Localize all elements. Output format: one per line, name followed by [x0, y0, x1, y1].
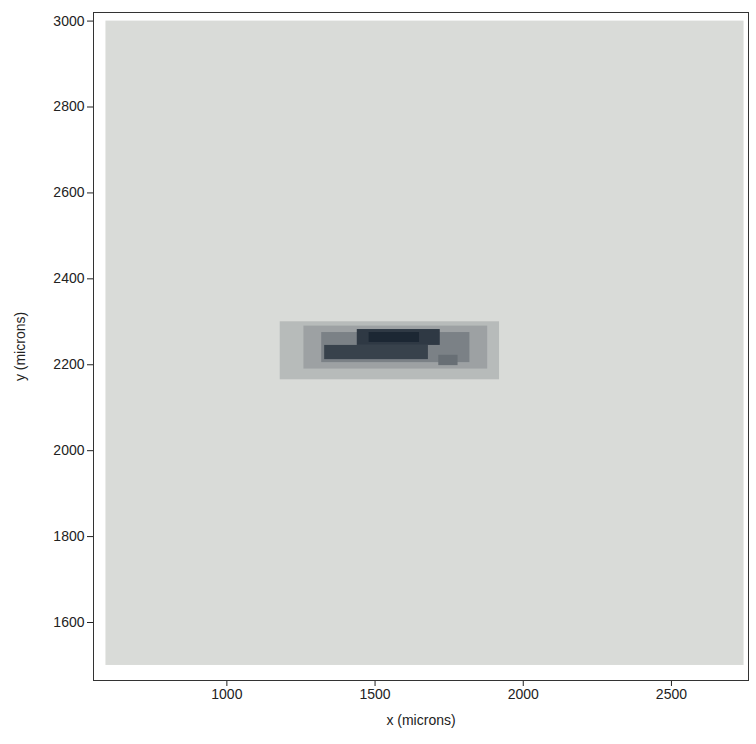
- svg-text:1800: 1800: [53, 528, 84, 544]
- svg-text:2800: 2800: [53, 98, 84, 114]
- svg-text:1600: 1600: [53, 614, 84, 630]
- svg-text:1500: 1500: [359, 686, 390, 702]
- svg-text:y (microns): y (microns): [12, 312, 28, 381]
- svg-text:2000: 2000: [53, 442, 84, 458]
- svg-text:2200: 2200: [53, 356, 84, 372]
- svg-text:x (microns): x (microns): [386, 712, 455, 728]
- svg-text:2400: 2400: [53, 270, 84, 286]
- svg-text:3000: 3000: [53, 13, 84, 29]
- svg-text:2500: 2500: [656, 686, 687, 702]
- svg-text:2000: 2000: [508, 686, 539, 702]
- svg-text:1000: 1000: [211, 686, 242, 702]
- svg-text:2600: 2600: [53, 184, 84, 200]
